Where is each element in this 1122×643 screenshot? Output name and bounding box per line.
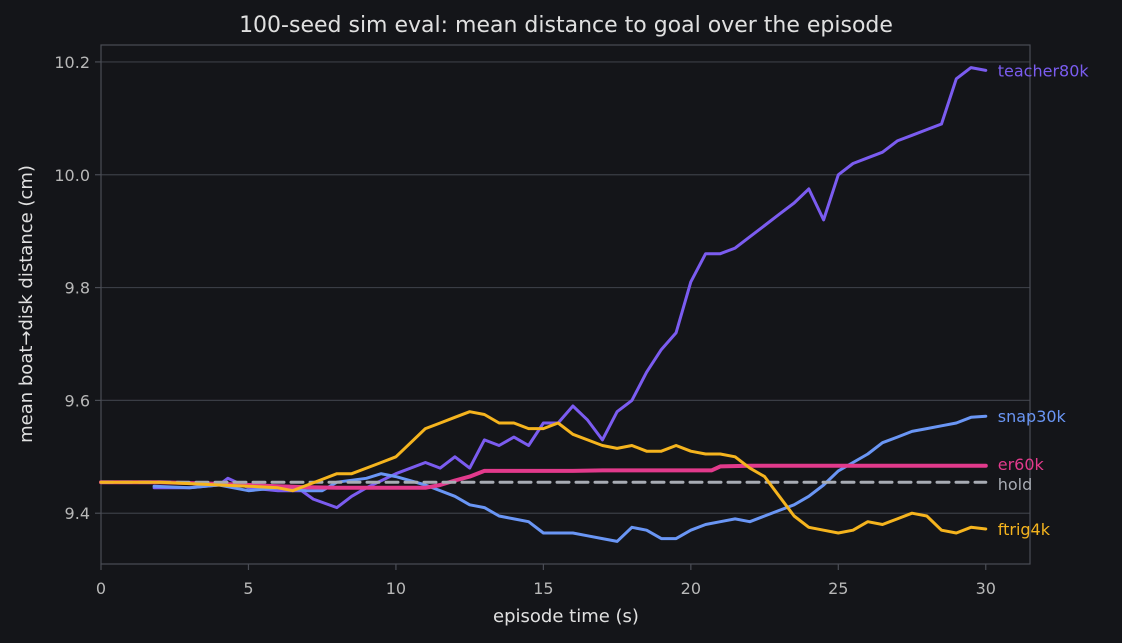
series-lines: [99, 66, 988, 543]
series-line-teacher80k: [152, 66, 988, 510]
y-tick-label: 9.6: [65, 391, 90, 410]
y-tick-label: 9.4: [65, 504, 90, 523]
series-line-er60k: [99, 463, 988, 490]
chart-title: 100-seed sim eval: mean distance to goal…: [239, 13, 893, 38]
x-tick-label: 0: [96, 579, 106, 598]
x-tick-label: 30: [976, 579, 996, 598]
series-line-snap30k: [152, 414, 988, 543]
y-tick-label: 10.2: [54, 53, 90, 72]
series-line-ftrig4k: [99, 410, 988, 535]
y-tick-label: 10.0: [54, 166, 90, 185]
series-label-teacher80k: teacher80k: [998, 61, 1090, 80]
plot-area-frame: [100, 44, 1031, 565]
grid: [101, 61, 1030, 514]
y-axis-label: mean boat→disk distance (cm): [16, 165, 37, 443]
x-tick-label: 10: [386, 579, 406, 598]
series-label-er60k: er60k: [998, 455, 1045, 474]
x-tick-label: 5: [243, 579, 253, 598]
x-tick-label: 25: [828, 579, 848, 598]
x-tick-label: 15: [533, 579, 553, 598]
axis-ticks: 9.4 9.6 9.8 10.0 10.2 0 5 10 15 20 25 30: [54, 53, 996, 598]
series-label-hold: hold: [998, 475, 1033, 494]
x-tick-label: 20: [681, 579, 701, 598]
series-label-ftrig4k: ftrig4k: [998, 520, 1051, 539]
y-tick-label: 9.8: [65, 279, 90, 298]
x-axis-label: episode time (s): [493, 606, 639, 627]
series-label-snap30k: snap30k: [998, 407, 1067, 426]
